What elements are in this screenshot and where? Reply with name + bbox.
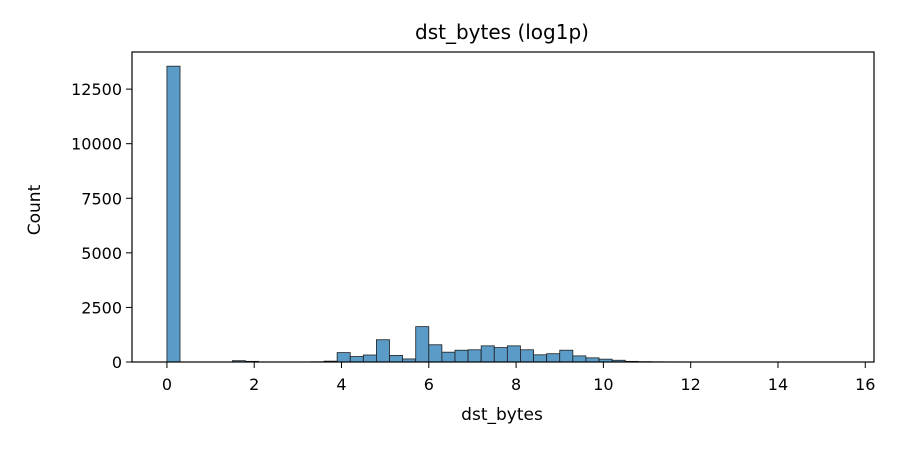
histogram-bar [585, 357, 600, 363]
y-tick-label: 2500 [81, 298, 122, 317]
x-tick-label: 6 [424, 375, 434, 394]
histogram-bar [506, 345, 521, 363]
plot-frame [131, 51, 875, 363]
histogram-bar [349, 356, 364, 363]
x-tick-label: 0 [162, 375, 172, 394]
x-tick-label: 4 [336, 375, 346, 394]
histogram-bar [533, 354, 548, 363]
x-tick-label: 14 [768, 375, 788, 394]
y-tick-label: 5000 [81, 244, 122, 263]
histogram-bar [546, 353, 561, 363]
x-tick-label: 16 [855, 375, 875, 394]
x-tick-label: 10 [593, 375, 613, 394]
y-tick-label: 7500 [81, 189, 122, 208]
histogram-bar [166, 65, 181, 363]
histogram-bar [415, 326, 430, 363]
histogram-bar [336, 352, 351, 363]
x-axis-label: dst_bytes [461, 405, 543, 425]
x-tick-label: 8 [511, 375, 521, 394]
y-axis-label: Count [25, 184, 45, 235]
y-tick-label: 12500 [71, 80, 122, 99]
y-tick-label: 10000 [71, 135, 122, 154]
x-tick-label: 12 [681, 375, 701, 394]
histogram-bar [376, 339, 390, 363]
histogram-bar [559, 349, 574, 363]
x-tick-label: 2 [249, 375, 259, 394]
x-axis: 0 2 4 6 8 10 12 14 16 [162, 362, 875, 394]
histogram-bar [480, 345, 495, 363]
y-tick-label: 0 [112, 353, 122, 372]
histogram-bar [454, 349, 469, 363]
bars-group [166, 65, 678, 363]
chart-title: dst_bytes (log1p) [415, 20, 589, 44]
histogram-bar [441, 351, 456, 363]
histogram-bar [389, 355, 404, 363]
y-axis: 0 2500 5000 7500 10000 12500 [71, 80, 132, 372]
histogram-bar [493, 347, 508, 363]
histogram-bar [520, 349, 534, 363]
histogram-bar [467, 349, 482, 363]
histogram-bar [362, 354, 377, 363]
histogram-bar [428, 344, 443, 363]
histogram-bar [572, 355, 587, 363]
